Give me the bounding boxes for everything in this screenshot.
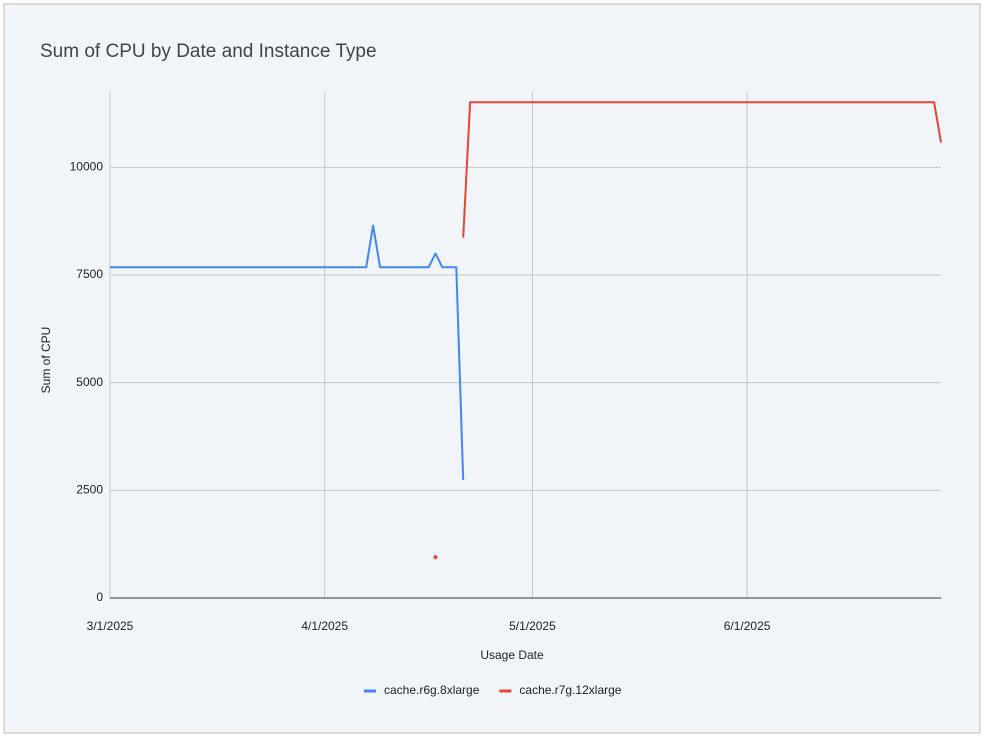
x-tick-label: 5/1/2025 <box>509 619 556 633</box>
chart-title: Sum of CPU by Date and Instance Type <box>40 41 377 62</box>
y-tick-label: 0 <box>96 590 103 604</box>
x-axis-title: Usage Date <box>480 648 544 662</box>
series-line <box>462 101 942 238</box>
data-point <box>433 555 438 560</box>
y-tick-label: 5000 <box>76 375 103 389</box>
legend-label: cache.r7g.12xlarge <box>519 683 621 697</box>
x-tick-label: 6/1/2025 <box>724 619 771 633</box>
x-tick-label: 3/1/2025 <box>87 619 134 633</box>
y-tick-label: 10000 <box>70 160 104 174</box>
series-line <box>110 224 465 481</box>
x-tick-label: 4/1/2025 <box>301 619 348 633</box>
y-axis-title: Sum of CPU <box>39 327 53 394</box>
legend-label: cache.r6g.8xlarge <box>384 683 480 697</box>
y-tick-label: 2500 <box>76 483 103 497</box>
y-tick-label: 7500 <box>76 267 103 281</box>
chart-background <box>3 3 981 734</box>
